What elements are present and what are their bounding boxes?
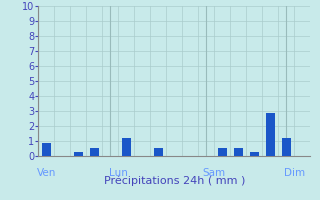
Bar (234, 148, 243, 156)
Text: Sam: Sam (203, 168, 226, 178)
Bar (42, 142, 51, 156)
Bar (74, 152, 83, 156)
Text: Dim: Dim (284, 168, 305, 178)
X-axis label: Précipitations 24h ( mm ): Précipitations 24h ( mm ) (104, 175, 245, 186)
Bar (266, 113, 275, 156)
Bar (250, 152, 259, 156)
Bar (90, 148, 99, 156)
Bar (154, 148, 163, 156)
Text: Ven: Ven (37, 168, 56, 178)
Bar (218, 148, 227, 156)
Bar (122, 138, 131, 156)
Bar (282, 138, 291, 156)
Text: Lun: Lun (109, 168, 128, 178)
